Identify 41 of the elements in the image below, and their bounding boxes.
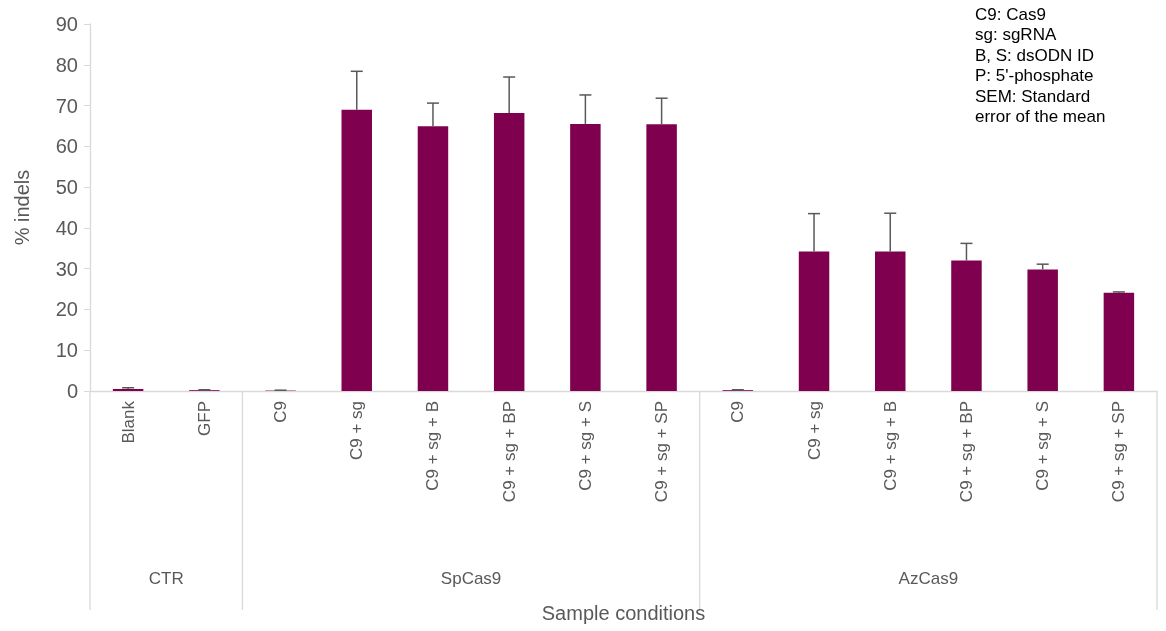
bar xyxy=(798,251,830,391)
x-tick-label: C9 + sg xyxy=(804,401,824,461)
y-tick-label: 10 xyxy=(55,339,78,362)
y-tick-label: 50 xyxy=(55,176,78,199)
x-tick-label: C9 + sg + BP xyxy=(499,401,519,503)
x-tick-label: Blank xyxy=(118,400,138,444)
bar xyxy=(493,112,525,391)
x-tick-label: C9 + sg + SP xyxy=(652,401,672,503)
x-tick-label: C9 + sg + BP xyxy=(956,401,976,503)
x-tick-label: GFP xyxy=(194,401,214,436)
bar xyxy=(570,123,601,391)
x-tick-label: C9 xyxy=(728,401,748,423)
x-tick-label: C9 + sg + SP xyxy=(1109,401,1129,503)
x-tick-label: C9 + sg xyxy=(347,401,367,461)
x-tick-label: C9 + sg + B xyxy=(880,401,900,491)
x-tick-label: C9 xyxy=(271,401,291,423)
y-tick-label: 0 xyxy=(66,380,78,402)
x-axis-title: Sample conditions xyxy=(541,602,706,624)
text: SpCas9 xyxy=(440,568,502,588)
y-tick-label: 90 xyxy=(55,13,78,35)
x-tick-label: C9 + sg + S xyxy=(575,401,595,491)
bar xyxy=(417,126,449,391)
bar xyxy=(951,260,982,391)
y-tick-label: 40 xyxy=(55,216,78,239)
text: AzCas9 xyxy=(898,568,959,588)
x-tick-label: C9 + sg + S xyxy=(1033,401,1053,491)
text: CTR xyxy=(148,568,184,588)
bar xyxy=(1103,292,1135,391)
y-tick-label: 20 xyxy=(55,298,78,321)
x-tick-label: C9 + sg + B xyxy=(423,401,443,491)
bar xyxy=(875,251,906,391)
y-axis-title: % indels xyxy=(11,169,33,246)
bar xyxy=(646,124,677,391)
annotation: C9: Cas9 sg: sgRNA B, S: dsODN ID P: 5'-phosphate SEM: Standard error of the mean xyxy=(975,4,1106,127)
y-tick-label: 80 xyxy=(55,53,78,76)
bar xyxy=(341,109,372,391)
y-tick-label: 30 xyxy=(55,257,78,280)
y-tick-label: 60 xyxy=(55,135,78,158)
bar xyxy=(112,388,144,391)
bar xyxy=(1027,269,1058,391)
y-tick-label: 70 xyxy=(55,94,78,117)
